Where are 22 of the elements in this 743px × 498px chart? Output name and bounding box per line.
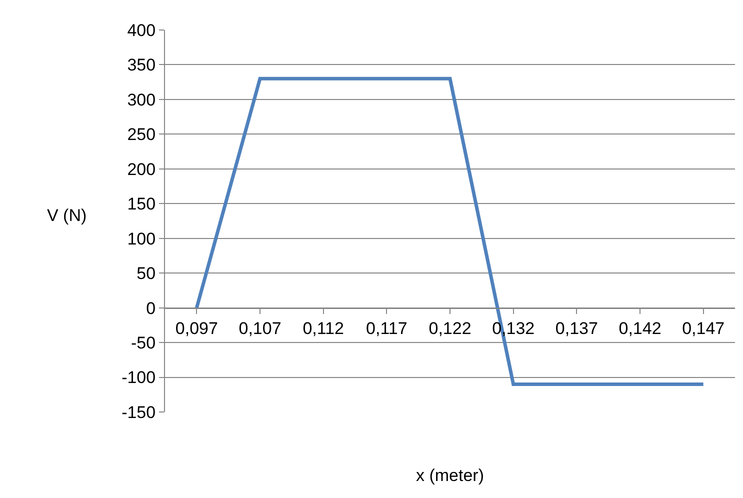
x-tick-label: 0,137 — [555, 319, 598, 338]
y-tick-label: 150 — [127, 194, 156, 214]
y-tick-label: 400 — [127, 20, 156, 40]
y-tick-label: -150 — [122, 402, 156, 422]
y-tick-label: 100 — [127, 229, 156, 248]
x-tick-label: 0,142 — [618, 319, 662, 338]
y-tick-label: 0 — [146, 298, 156, 318]
x-tick-label: 0,097 — [175, 319, 218, 338]
y-tick-label: 250 — [127, 125, 156, 144]
x-axis-title: x (meter) — [416, 466, 484, 485]
y-tick-label: 350 — [127, 56, 156, 75]
x-tick-label: 0,117 — [366, 319, 408, 338]
x-tick-label: 0,112 — [302, 319, 344, 338]
y-tick-label: 300 — [127, 90, 156, 110]
y-tick-label: 50 — [136, 264, 156, 284]
y-tick-label: -50 — [131, 334, 156, 352]
y-axis-title: V (N) — [47, 206, 87, 225]
x-tick-label: 0,147 — [682, 319, 725, 338]
y-tick-label: -100 — [122, 368, 156, 388]
x-tick-label: 0,107 — [238, 319, 282, 338]
y-tick-label: 200 — [127, 160, 156, 179]
x-tick-label: 0,122 — [428, 319, 472, 338]
